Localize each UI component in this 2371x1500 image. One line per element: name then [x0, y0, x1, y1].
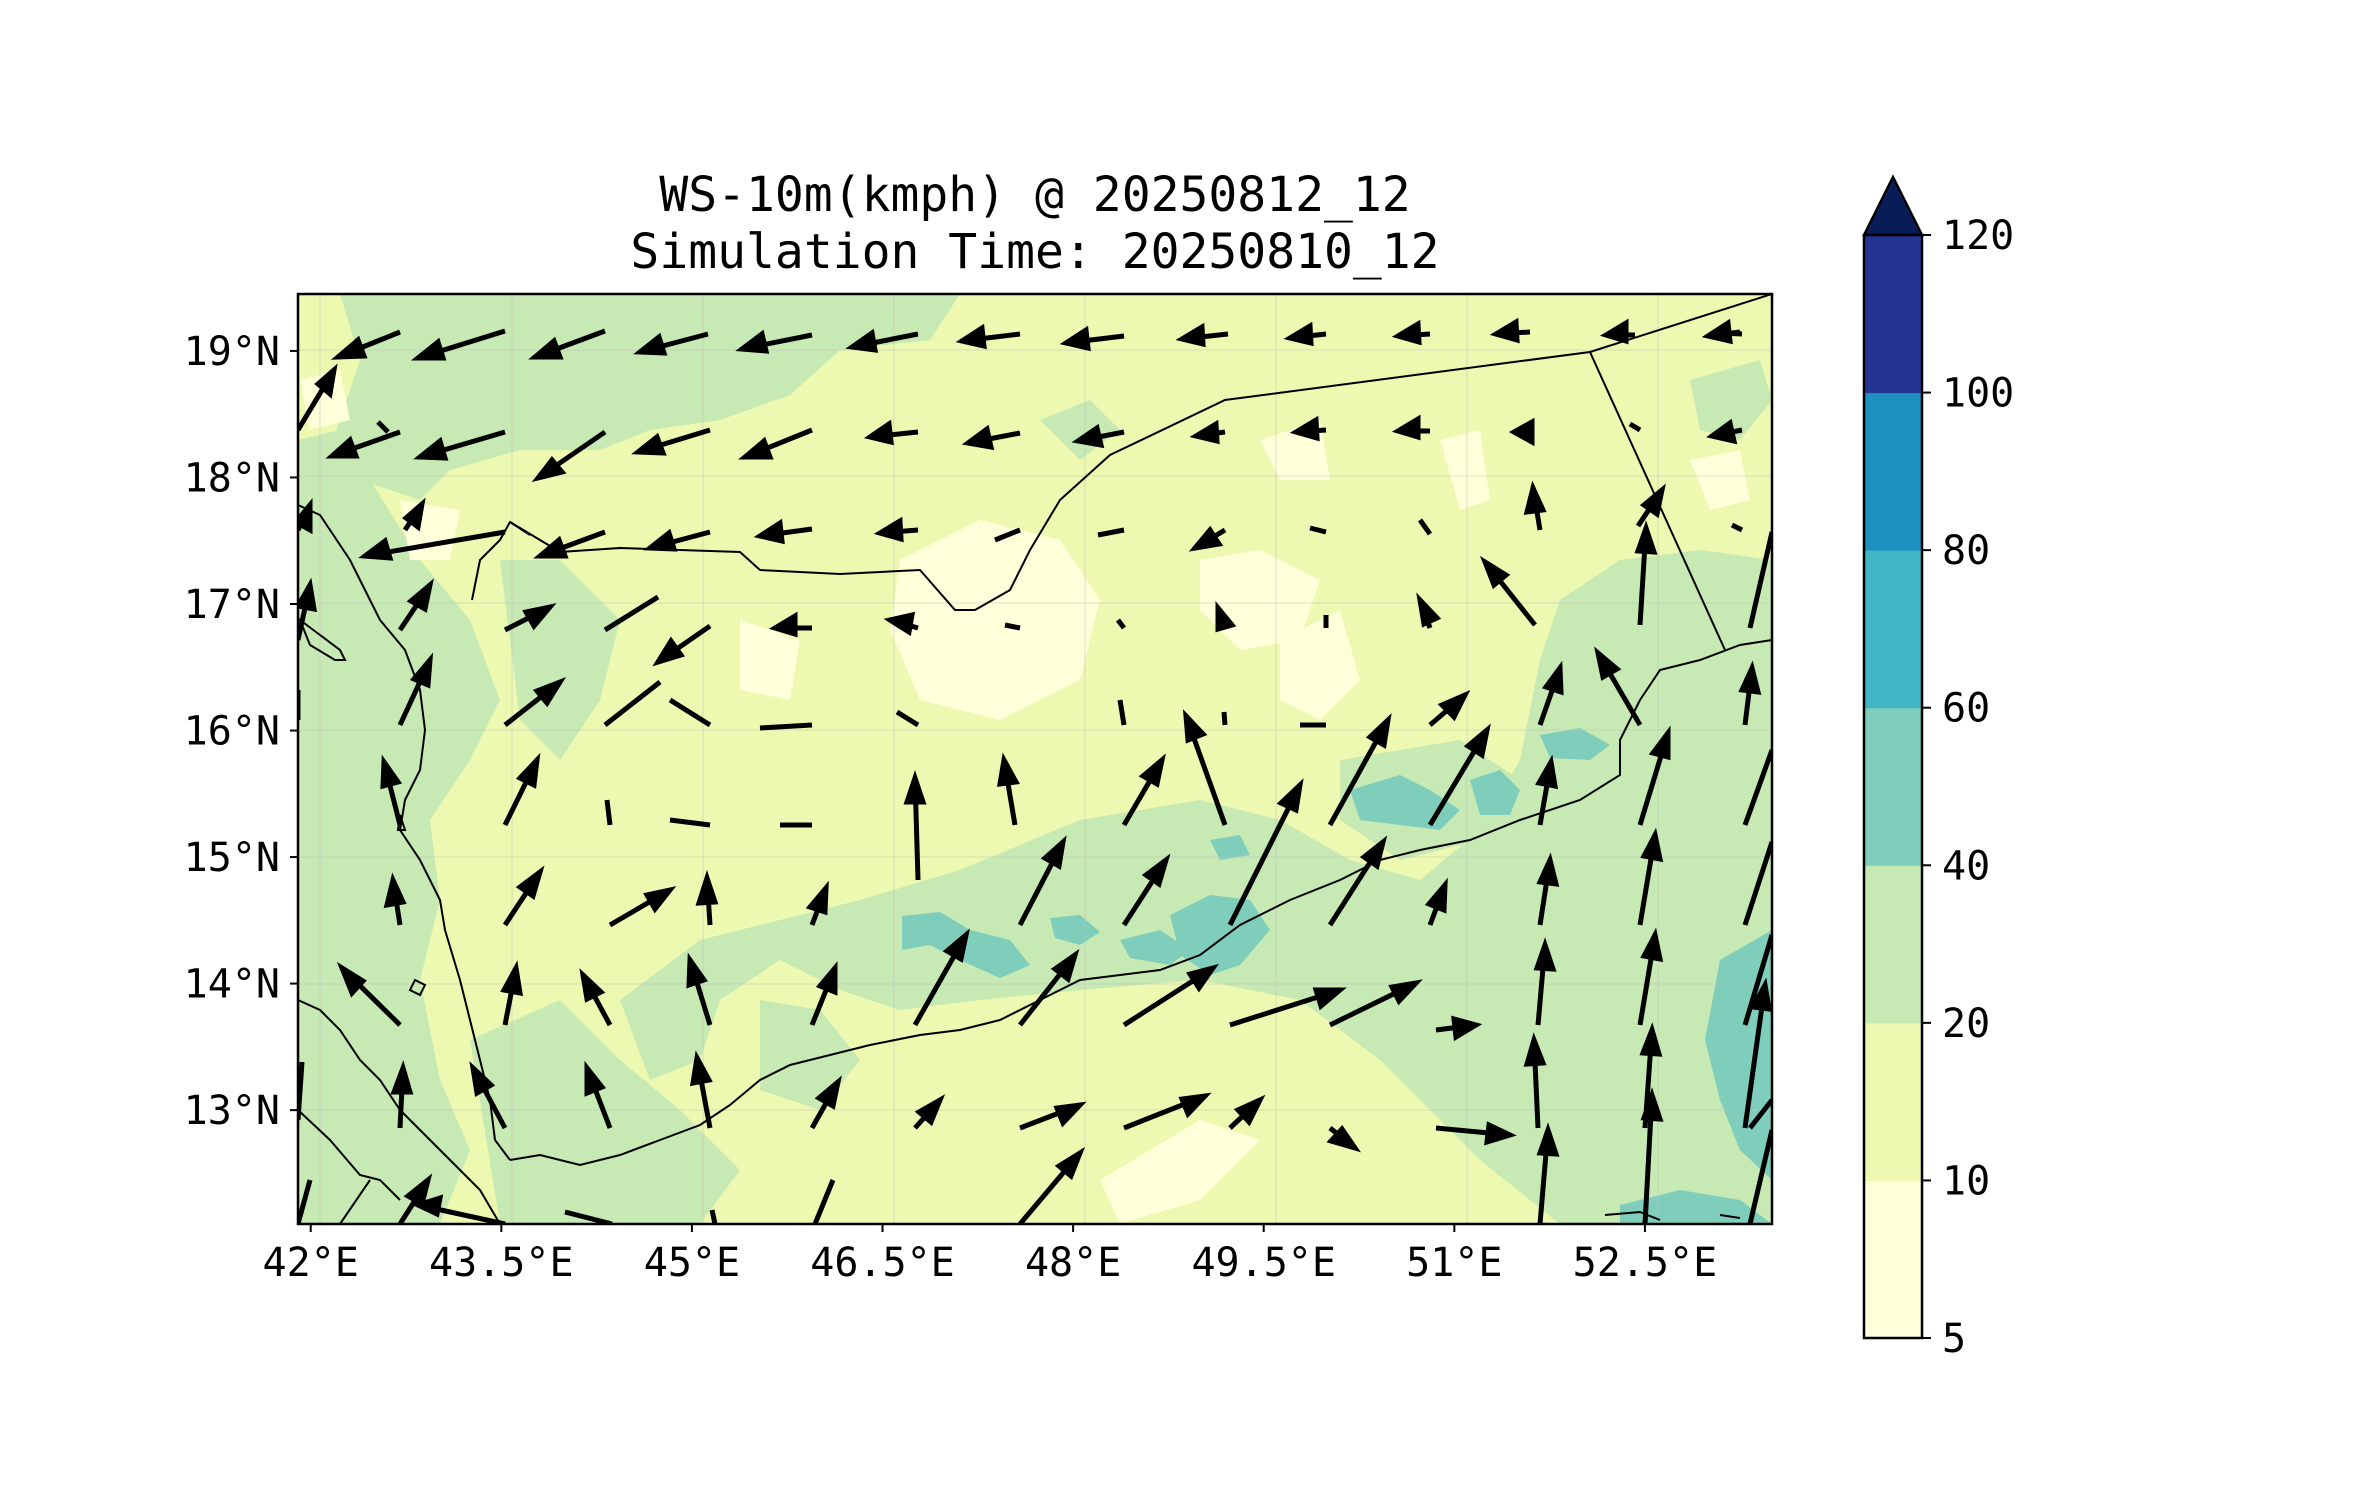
colorbar-box	[1864, 550, 1922, 709]
y-tick-label: 15°N	[184, 835, 280, 881]
colorbar-frame	[1862, 233, 1924, 1340]
figure-title-line-2: Simulation Time: 20250810_12	[630, 224, 1439, 280]
x-tick-label: 52.5°E	[1573, 1240, 1718, 1286]
colorbar-tick-label: 60	[1942, 686, 1990, 732]
x-tick-label: 42°E	[263, 1240, 359, 1286]
x-axis-tick-labels: 42°E 43.5°E 45°E 46.5°E 48°E 49.5°E 51°E 52.5°E	[263, 1224, 1718, 1286]
y-tick-label: 13°N	[184, 1088, 280, 1134]
x-tick-label: 45°E	[644, 1240, 740, 1286]
colorbar: 5 10 20 40 60 80 100 120	[1861, 174, 2014, 1362]
colorbar-tick-label: 100	[1942, 371, 2014, 417]
wind-vectors	[298, 317, 1772, 1224]
colorbar-box	[1864, 707, 1922, 866]
x-tick-label: 51°E	[1406, 1240, 1502, 1286]
colorbar-box	[1864, 1022, 1922, 1181]
colorbar-box	[1864, 1180, 1922, 1339]
colorbar-tick-label: 20	[1942, 1001, 1990, 1047]
y-tick-label: 17°N	[184, 582, 280, 628]
colorbar-box	[1864, 392, 1922, 551]
colorbar-tick-label: 120	[1942, 213, 2014, 259]
colorbar-tick-label: 10	[1942, 1158, 1990, 1204]
y-tick-label: 19°N	[184, 329, 280, 375]
colorbar-tick-label: 5	[1942, 1316, 1966, 1362]
figure-title-line-1: WS-10m(kmph) @ 20250812_12	[659, 167, 1410, 223]
x-tick-label: 43.5°E	[429, 1240, 574, 1286]
y-tick-label: 16°N	[184, 709, 280, 755]
map-panel	[298, 294, 1772, 1224]
map-frame	[296, 292, 1774, 1226]
x-tick-label: 48°E	[1025, 1240, 1121, 1286]
y-axis-tick-labels: 13°N 14°N 15°N 16°N 17°N 18°N 19°N	[184, 329, 298, 1134]
y-tick-label: 14°N	[184, 962, 280, 1008]
colorbar-tick-label: 80	[1942, 528, 1990, 574]
colorbar-color-boxes	[1864, 235, 1922, 1339]
x-tick-label: 46.5°E	[810, 1240, 955, 1286]
colorbar-box	[1864, 865, 1922, 1024]
colorbar-box	[1864, 235, 1922, 394]
colorbar-extend-triangle	[1861, 174, 1925, 237]
colorbar-tick-label: 40	[1942, 843, 1990, 889]
colorbar-tick-labels: 5 10 20 40 60 80 100 120	[1922, 213, 2014, 1362]
x-tick-label: 49.5°E	[1191, 1240, 1336, 1286]
y-tick-label: 18°N	[184, 455, 280, 501]
